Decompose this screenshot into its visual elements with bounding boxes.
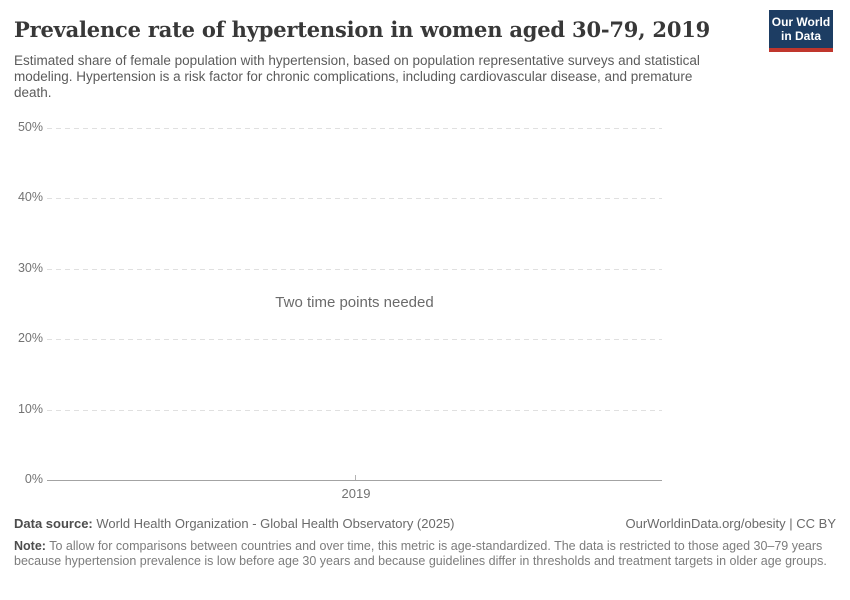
chart-header: Prevalence rate of hypertension in women… <box>14 16 754 101</box>
chart-plot-area: Two time points needed 2019 0% 10% 20% 30% 4… <box>0 120 850 505</box>
chart-title: Prevalence rate of hypertension in women… <box>14 17 711 42</box>
gridline <box>47 339 662 341</box>
gridline <box>47 409 662 411</box>
owid-logo[interactable]: Our World in Data <box>769 10 833 52</box>
y-axis-tick-label: 20% <box>17 331 43 346</box>
chart-note: Note: To allow for comparisons between c… <box>14 539 836 570</box>
note-value: To allow for comparisons between countri… <box>14 539 827 569</box>
data-source-value: World Health Organization - Global Healt… <box>92 516 455 531</box>
chart-subtitle: Estimated share of female population wit… <box>14 53 700 100</box>
y-axis-tick-label: 40% <box>17 190 43 205</box>
data-source: Data source: World Health Organization -… <box>14 516 455 532</box>
x-axis-line <box>47 480 662 481</box>
y-axis-tick-label: 10% <box>17 401 43 416</box>
x-axis-tick <box>355 475 356 480</box>
note-label: Note: <box>14 539 46 553</box>
gridline <box>47 128 662 129</box>
x-axis-tick-label: 2019 <box>341 486 371 501</box>
attribution-link[interactable]: OurWorldinData.org/obesity | CC BY <box>625 516 837 531</box>
owid-logo-line1: Our World <box>771 15 831 29</box>
gridline <box>47 268 662 270</box>
source-row: Data source: World Health Organization -… <box>14 516 836 532</box>
y-axis-tick-label: 50% <box>17 120 43 134</box>
data-source-label: Data source: <box>14 516 93 531</box>
y-axis-tick-label: 30% <box>17 260 43 275</box>
gridline <box>47 198 662 200</box>
empty-state-message: Two time points needed <box>275 294 434 311</box>
y-axis-tick-label: 0% <box>24 472 43 486</box>
chart-footer: Data source: World Health Organization -… <box>14 516 836 570</box>
owid-logo-line2: in Data <box>780 29 821 43</box>
